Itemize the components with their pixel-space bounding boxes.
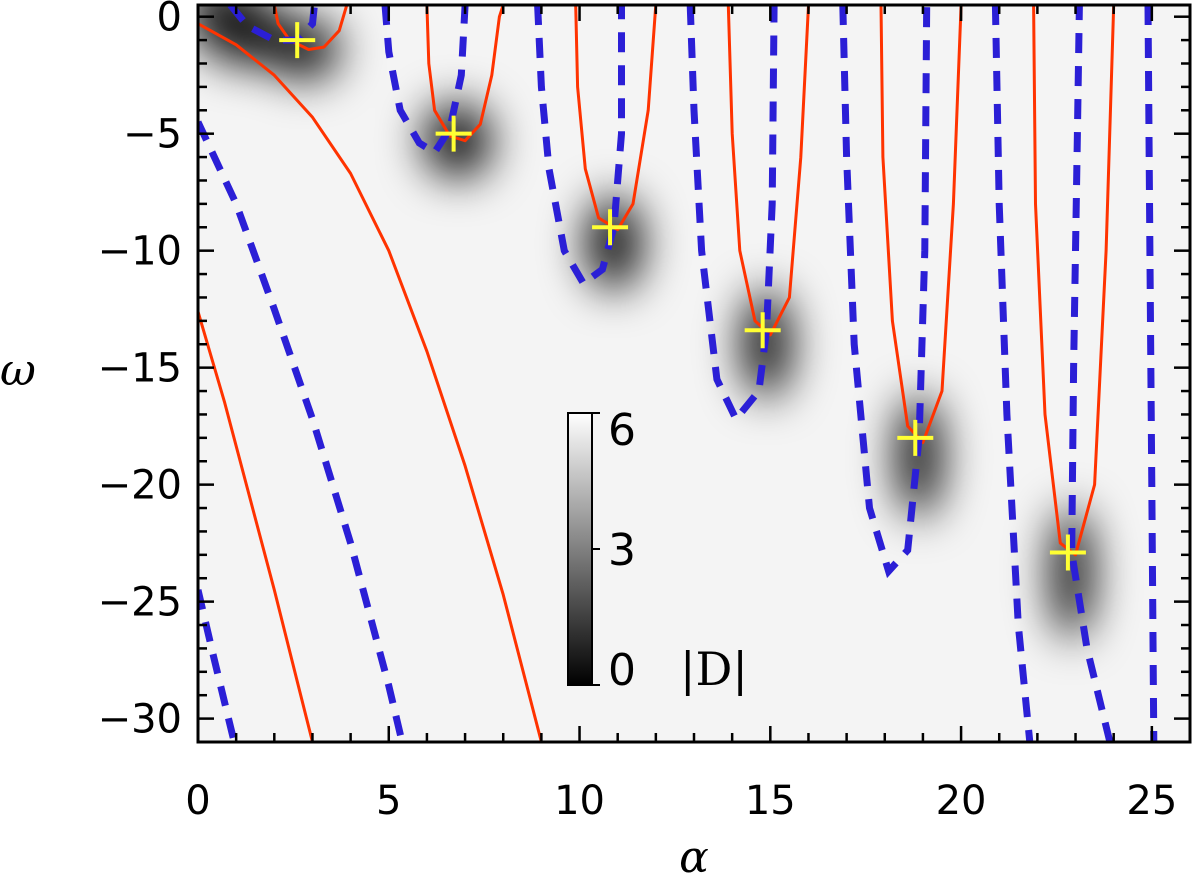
colorbar-ticks: 6 3 0 — [592, 405, 636, 696]
x-tick-label: 5 — [376, 778, 401, 824]
x-tick-label: 15 — [745, 778, 796, 824]
dashed-curve-6 — [1068, 5, 1114, 742]
y-tick-label: −5 — [123, 112, 182, 158]
y-tick-label: −20 — [98, 463, 182, 509]
y-axis-title: ω — [0, 345, 36, 396]
x-axis-title: α — [679, 832, 709, 883]
plot-background — [198, 5, 1190, 742]
dashed-curve-5 — [991, 5, 1034, 742]
dashed-curve-3 — [686, 5, 778, 426]
colorbar-title: |D| — [680, 642, 748, 696]
solid-curve-0 — [272, 5, 349, 51]
y-tick-label: 0 — [157, 0, 182, 41]
axis-ticks: 0 5 10 15 20 25 0 −5 −10 −15 −20 −25 −30 — [98, 0, 1192, 824]
dashed-curve-8 — [198, 120, 406, 742]
y-tick-label: −15 — [98, 346, 182, 392]
root-marker-5 — [1049, 534, 1086, 571]
x-tick-label: 10 — [554, 778, 605, 824]
solid-curve-1 — [425, 5, 505, 143]
y-tick-label: −30 — [98, 697, 182, 743]
colorbar-tick-label: 0 — [608, 645, 636, 696]
root-marker-1 — [435, 115, 472, 152]
x-tick-label: 20 — [936, 778, 987, 824]
y-tick-label: −10 — [98, 229, 182, 275]
dashed-curve-4 — [839, 5, 931, 579]
dashed-curve-9 — [198, 589, 238, 742]
colorbar: 6 3 0 |D| — [567, 405, 748, 696]
solid-curve-7 — [198, 311, 314, 742]
x-tick-label: 0 — [185, 778, 210, 824]
dark-region-0 — [198, 5, 287, 66]
root-marker-2 — [592, 209, 629, 246]
dashed-curve-2 — [534, 5, 625, 289]
y-tick-label: −25 — [98, 580, 182, 626]
x-tick-label: 25 — [1126, 778, 1177, 824]
colorbar-gradient — [567, 412, 593, 686]
root-marker-3 — [744, 312, 781, 349]
dark-region-1 — [270, 19, 340, 80]
colorbar-tick-label: 6 — [608, 405, 636, 456]
dashed-curve-1 — [381, 5, 469, 158]
solid-curve-6 — [198, 22, 543, 742]
root-marker-4 — [897, 419, 934, 456]
colorbar-tick-label: 3 — [608, 525, 636, 576]
root-markers — [279, 22, 1086, 571]
dashed-curves — [198, 5, 1158, 742]
dashed-curve-7 — [1144, 5, 1158, 742]
root-marker-0 — [279, 22, 316, 59]
